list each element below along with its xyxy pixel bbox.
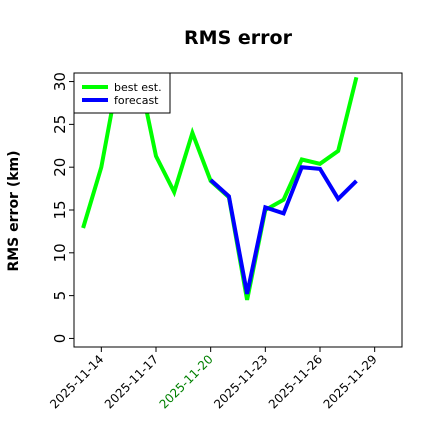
y-tick-label: 15 xyxy=(51,200,69,219)
series-line-forecast xyxy=(209,165,358,295)
y-tick-label: 10 xyxy=(51,243,69,262)
x-tick-label: 2025-11-20 xyxy=(157,352,216,411)
legend-label: best est. xyxy=(114,81,162,94)
x-tick-label: 2025-11-14 xyxy=(47,352,106,411)
y-tick-label: 30 xyxy=(51,72,69,91)
y-axis-label: RMS error (km) xyxy=(6,150,22,271)
legend-box xyxy=(73,72,171,114)
legend-label: forecast xyxy=(114,94,159,107)
y-tick-label: 0 xyxy=(51,334,69,344)
x-tick-label: 2025-11-26 xyxy=(266,352,325,411)
chart-title: RMS error xyxy=(184,27,293,49)
plot-frame xyxy=(73,72,403,348)
x-tick-label: 2025-11-17 xyxy=(102,352,161,411)
y-tick-label: 5 xyxy=(51,291,69,301)
y-tick-label: 25 xyxy=(51,115,69,134)
y-tick-label: 20 xyxy=(51,158,69,177)
x-tick-label: 2025-11-23 xyxy=(211,352,270,411)
x-tick-label: 2025-11-29 xyxy=(321,352,380,411)
